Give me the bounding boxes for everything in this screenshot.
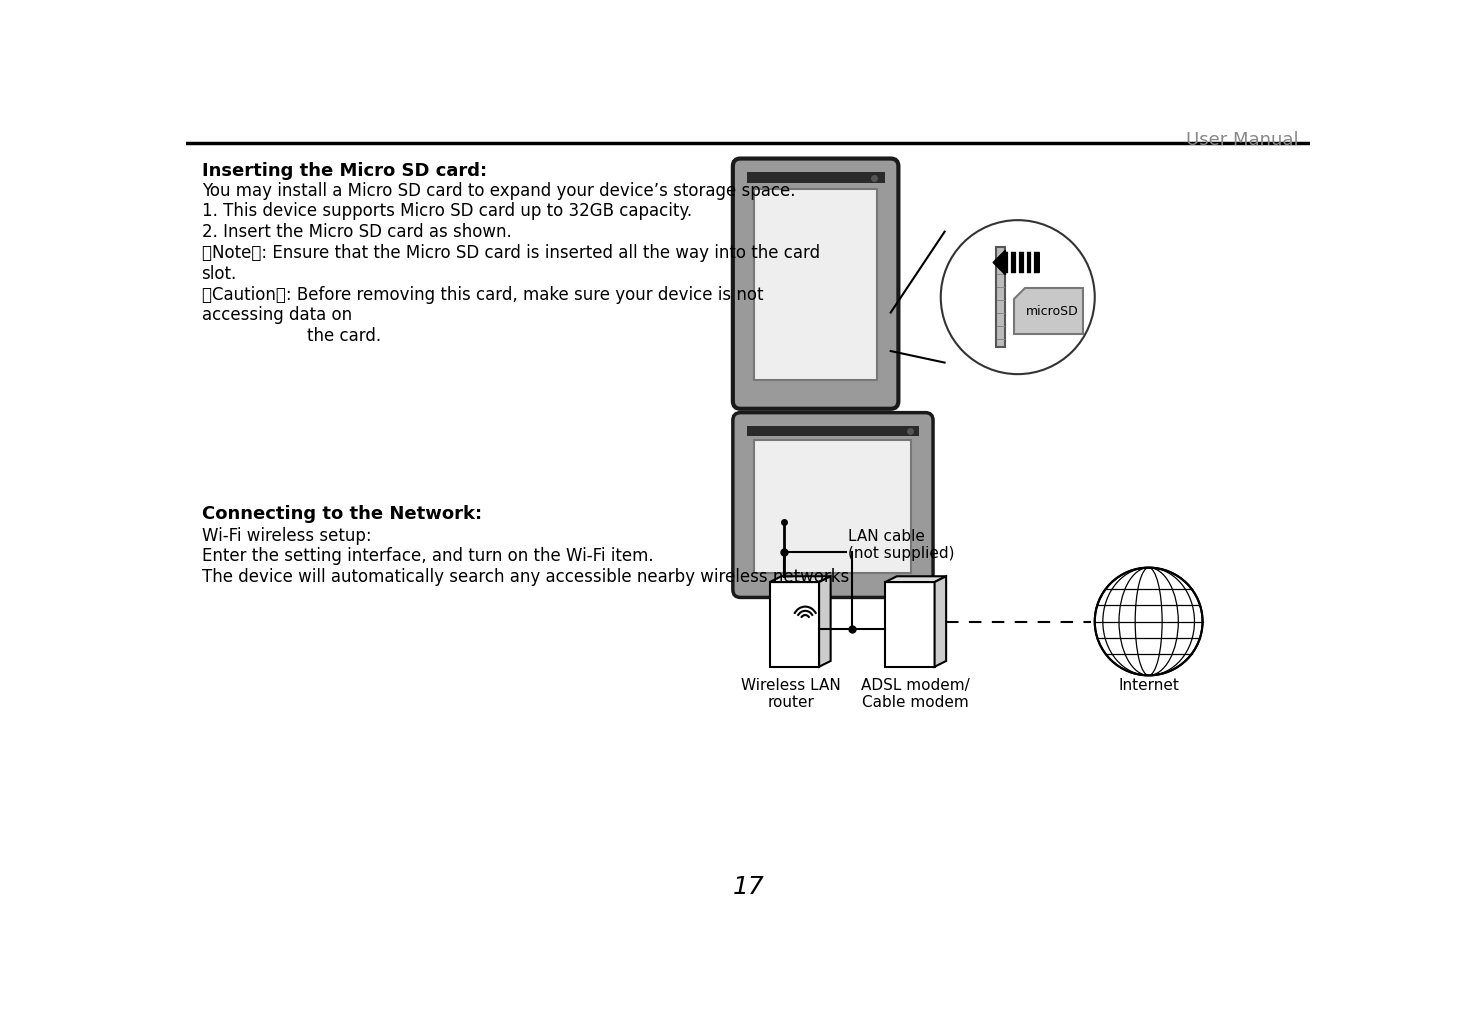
Text: Cable modem: Cable modem [863, 696, 969, 710]
Polygon shape [993, 250, 1040, 275]
Circle shape [940, 221, 1095, 374]
Text: User Manual: User Manual [1186, 131, 1299, 149]
Text: Wireless LAN: Wireless LAN [740, 678, 841, 694]
Text: accessing data on: accessing data on [201, 307, 352, 324]
Text: 17: 17 [733, 875, 764, 899]
Bar [996, 247, 1004, 347]
Polygon shape [1013, 288, 1083, 334]
Text: router: router [766, 696, 815, 710]
Text: You may install a Micro SD card to expand your device’s storage space.: You may install a Micro SD card to expan… [201, 182, 796, 200]
Bar [746, 426, 920, 436]
Text: Inserting the Micro SD card:: Inserting the Micro SD card: [201, 162, 486, 181]
Text: LAN cable: LAN cable [848, 529, 924, 545]
Text: 1. This device supports Micro SD card up to 32GB capacity.: 1. This device supports Micro SD card up… [201, 202, 692, 221]
Bar [769, 582, 819, 667]
Bar [755, 190, 877, 380]
Polygon shape [934, 577, 946, 667]
Bar [885, 582, 934, 667]
Text: microSD: microSD [1026, 305, 1079, 317]
Text: slot.: slot. [201, 265, 237, 283]
Text: Enter the setting interface, and turn on the Wi-Fi item.: Enter the setting interface, and turn on… [201, 548, 653, 565]
Polygon shape [819, 577, 831, 667]
Text: ADSL modem/: ADSL modem/ [861, 678, 969, 694]
Text: the card.: the card. [201, 327, 381, 345]
Text: 【Caution】: Before removing this card, make sure your device is not: 【Caution】: Before removing this card, ma… [201, 285, 764, 304]
FancyBboxPatch shape [733, 412, 933, 597]
Bar [755, 440, 911, 573]
Text: (not supplied): (not supplied) [848, 546, 953, 561]
FancyBboxPatch shape [733, 159, 898, 408]
Text: Wi-Fi wireless setup:: Wi-Fi wireless setup: [201, 526, 371, 545]
Polygon shape [769, 577, 831, 582]
Circle shape [1095, 567, 1203, 675]
Bar [746, 172, 885, 184]
Text: 2. Insert the Micro SD card as shown.: 2. Insert the Micro SD card as shown. [201, 224, 511, 241]
Text: Internet: Internet [1118, 678, 1180, 694]
Text: Connecting to the Network:: Connecting to the Network: [201, 505, 482, 523]
Polygon shape [885, 577, 946, 582]
Text: 【Note】: Ensure that the Micro SD card is inserted all the way into the card: 【Note】: Ensure that the Micro SD card is… [201, 244, 819, 262]
Text: The device will automatically search any accessible nearby wireless networks.: The device will automatically search any… [201, 568, 854, 586]
